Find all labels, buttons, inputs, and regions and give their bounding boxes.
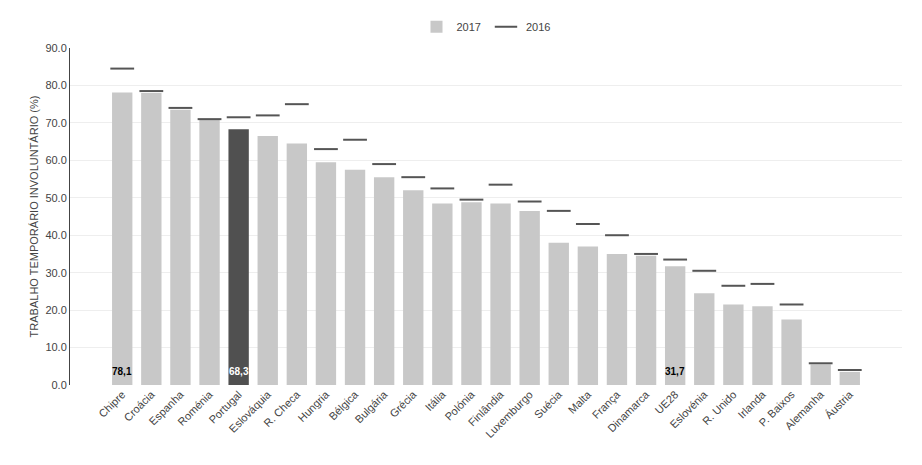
svg-text:Croácia: Croácia [121, 388, 157, 424]
svg-text:P. Baixos: P. Baixos [757, 388, 798, 429]
svg-text:20.0: 20.0 [45, 304, 66, 316]
svg-text:30.0: 30.0 [45, 267, 66, 279]
svg-text:2016: 2016 [526, 21, 550, 33]
svg-text:Irlanda: Irlanda [736, 388, 769, 421]
svg-text:Bulgária: Bulgária [352, 388, 390, 426]
svg-text:40.0: 40.0 [45, 229, 66, 241]
svg-text:80.0: 80.0 [45, 79, 66, 91]
svg-text:Finlândia: Finlândia [466, 388, 507, 429]
svg-text:UE28: UE28 [653, 388, 681, 416]
svg-text:70.0: 70.0 [45, 117, 66, 129]
svg-text:50.0: 50.0 [45, 192, 66, 204]
svg-text:Áustria: Áustria [822, 388, 855, 421]
svg-text:Polónia: Polónia [442, 388, 477, 423]
svg-text:Malta: Malta [566, 388, 594, 416]
svg-text:Espanha: Espanha [147, 388, 187, 428]
svg-text:68,3: 68,3 [229, 366, 249, 377]
svg-text:R. Unido: R. Unido [700, 388, 739, 427]
svg-text:TRABALHO TEMPORÁRIO INVOLUNTÁR: TRABALHO TEMPORÁRIO INVOLUNTÁRIO (%) [28, 96, 40, 338]
svg-text:78,1: 78,1 [112, 366, 132, 377]
svg-text:R. Checa: R. Checa [261, 388, 303, 430]
svg-text:Bélgica: Bélgica [326, 388, 361, 423]
svg-text:Roménia: Roménia [175, 388, 215, 428]
svg-text:Hungria: Hungria [296, 388, 332, 424]
svg-text:60.0: 60.0 [45, 154, 66, 166]
svg-text:0.0: 0.0 [52, 379, 67, 391]
svg-text:Portugal: Portugal [206, 388, 243, 425]
svg-text:Luxemburgo: Luxemburgo [483, 388, 535, 440]
svg-text:Grécia: Grécia [387, 388, 419, 420]
svg-text:10.0: 10.0 [45, 341, 66, 353]
svg-text:Chipre: Chipre [96, 388, 127, 419]
svg-text:Suécia: Suécia [532, 388, 565, 421]
svg-text:Dinamarca: Dinamarca [605, 388, 652, 435]
svg-text:2017: 2017 [457, 21, 481, 33]
svg-text:31,7: 31,7 [665, 366, 685, 377]
svg-text:França: França [590, 388, 623, 421]
svg-text:90.0: 90.0 [45, 42, 66, 54]
svg-text:Alemanha: Alemanha [782, 388, 826, 432]
svg-text:Eslováquia: Eslováquia [226, 388, 273, 435]
svg-text:Eslovénia: Eslovénia [667, 388, 710, 431]
svg-text:Itália: Itália [423, 388, 449, 414]
